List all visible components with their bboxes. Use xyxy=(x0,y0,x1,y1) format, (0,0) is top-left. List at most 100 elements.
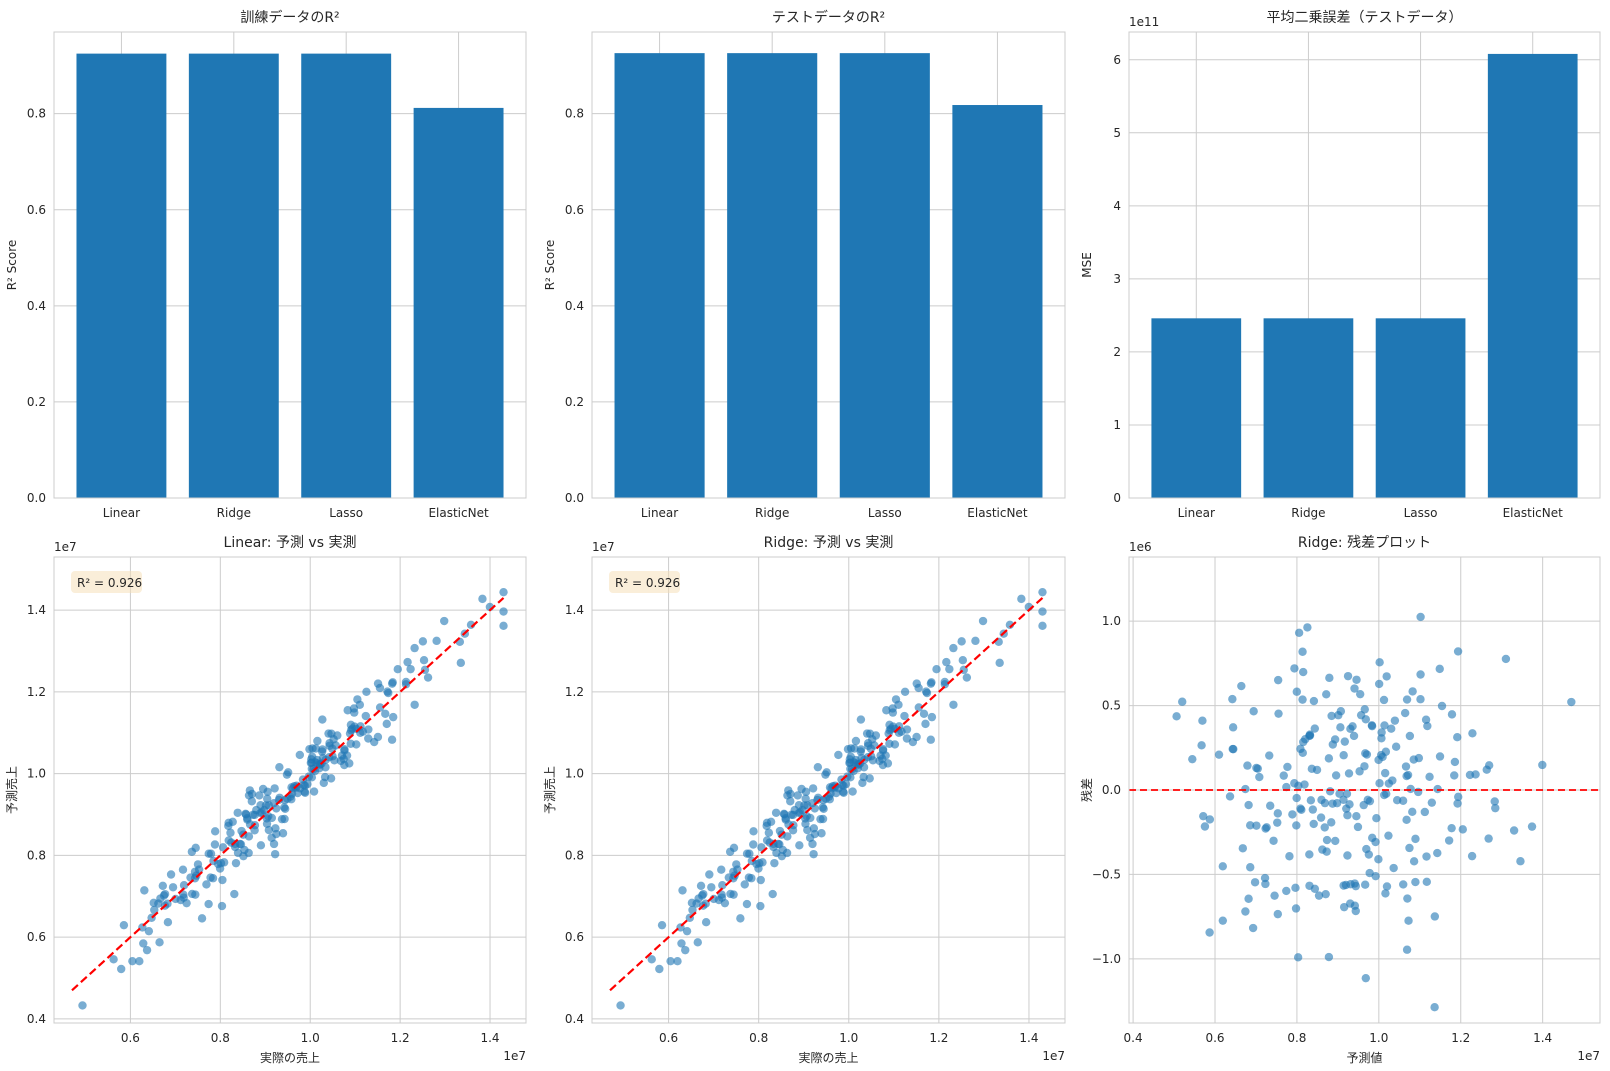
scatter-point xyxy=(834,750,843,760)
scatter-point xyxy=(1509,826,1519,835)
plot-frame xyxy=(53,31,527,499)
scatter-point xyxy=(256,841,266,850)
scatter-point xyxy=(274,795,284,805)
scatter-point xyxy=(1482,765,1491,774)
scatter-point xyxy=(1228,744,1237,754)
x-tick-label: 1.2 xyxy=(1451,1031,1470,1045)
scatter-point xyxy=(681,945,690,955)
scatter-point xyxy=(382,719,391,729)
scatter-point xyxy=(1290,664,1299,673)
scatter-point xyxy=(1467,851,1477,861)
scatter-point xyxy=(243,815,252,824)
scatter-point xyxy=(1444,836,1454,845)
scatter-point xyxy=(730,871,739,880)
scatter-point xyxy=(890,740,900,749)
scatter-point xyxy=(657,920,667,930)
scatter-point xyxy=(210,827,220,836)
x-tick-label: Lasso xyxy=(868,506,902,520)
scatter-point xyxy=(1335,789,1344,798)
scatter-point xyxy=(1501,654,1511,664)
scatter-point xyxy=(1316,813,1326,822)
y-tick-label: 0.4 xyxy=(27,1012,46,1026)
scatter-point xyxy=(957,637,966,646)
scatter-point xyxy=(192,871,201,880)
scatter-point xyxy=(282,770,292,779)
scatter-point xyxy=(1327,818,1336,827)
scatter-point xyxy=(859,772,868,782)
scatter-point xyxy=(1279,771,1288,780)
scatter-point xyxy=(1255,772,1264,782)
scatter-point xyxy=(1400,708,1410,718)
x-tick-label: Linear xyxy=(641,506,678,520)
scatter-point xyxy=(258,784,268,794)
x-tick-label: ElasticNet xyxy=(1503,506,1564,520)
y-offset-label: 1e11 xyxy=(1129,15,1159,29)
scatter-point xyxy=(204,849,213,858)
scatter-point xyxy=(403,657,412,667)
scatter-point xyxy=(1288,810,1297,819)
chart-title: 平均二乗誤差（テストデータ） xyxy=(1267,9,1463,26)
y-tick-label: 0 xyxy=(1113,491,1121,505)
scatter-point xyxy=(1402,695,1412,704)
scatter-point xyxy=(155,938,164,947)
y-tick-label: 0.8 xyxy=(565,107,584,121)
x-tick-label: 1.2 xyxy=(929,1031,948,1045)
scatter-point xyxy=(1322,690,1331,699)
scatter-point xyxy=(419,656,429,665)
scatter-point xyxy=(871,731,881,740)
scatter-point xyxy=(1273,909,1283,919)
scatter-point xyxy=(647,955,656,964)
y-tick-label: −1.0 xyxy=(1092,952,1121,966)
chart-title: Ridge: 予測 vs 実測 xyxy=(764,535,894,551)
scatter-point xyxy=(1324,754,1334,763)
scatter-point xyxy=(1340,737,1350,746)
y-tick-label: 0.5 xyxy=(1102,699,1121,713)
annotation-box xyxy=(71,571,142,593)
scatter-point xyxy=(1382,882,1392,891)
scatter-point xyxy=(1384,831,1393,840)
bar-ridge xyxy=(188,53,279,498)
scatter-point xyxy=(775,840,784,849)
scatter-point xyxy=(230,889,239,899)
scatter-point xyxy=(1343,851,1352,860)
scatter-point xyxy=(1425,772,1434,781)
y-tick-label: 0.4 xyxy=(565,1012,584,1026)
scatter-point xyxy=(1339,902,1349,912)
scatter-point xyxy=(187,889,197,899)
scatter-point xyxy=(705,870,714,879)
y-axis-label: MSE xyxy=(1080,252,1094,278)
scatter-point xyxy=(478,594,487,604)
scatter-point xyxy=(856,715,866,724)
scatter-point xyxy=(809,849,818,859)
scatter-point xyxy=(900,687,910,696)
scatter-point xyxy=(339,754,348,764)
scatter-point xyxy=(777,851,787,861)
scatter-point xyxy=(1265,751,1274,760)
scatter-point xyxy=(1300,780,1309,789)
y-tick-label: 3 xyxy=(1113,272,1121,286)
chart-title: Linear: 予測 vs 実測 xyxy=(224,535,357,551)
y-tick-label: 0.4 xyxy=(27,299,46,313)
y-offset-label: 1e7 xyxy=(592,540,615,554)
y-tick-label: 0.8 xyxy=(27,848,46,862)
scatter-point xyxy=(856,747,865,756)
scatter-point xyxy=(1306,796,1316,805)
scatter-point xyxy=(1244,894,1253,903)
scatter-point xyxy=(317,747,327,756)
scatter-point xyxy=(1447,823,1456,833)
scatter-point xyxy=(1249,707,1258,716)
scatter-point xyxy=(1353,822,1363,832)
scatter-point xyxy=(1228,723,1238,732)
scatter-point xyxy=(940,680,949,689)
y-tick-label: 0.2 xyxy=(565,395,584,409)
scatter-point xyxy=(1178,697,1187,706)
scatter-point xyxy=(1447,710,1457,719)
bar-lasso xyxy=(1375,318,1466,498)
scatter-point xyxy=(373,732,383,742)
scatter-point xyxy=(810,829,820,839)
bar-ridge xyxy=(1263,318,1354,498)
scatter-point xyxy=(499,587,508,597)
x-tick-label: Ridge xyxy=(1291,506,1325,520)
x-tick-label: Ridge xyxy=(755,506,789,520)
scatter-point xyxy=(1352,811,1361,821)
